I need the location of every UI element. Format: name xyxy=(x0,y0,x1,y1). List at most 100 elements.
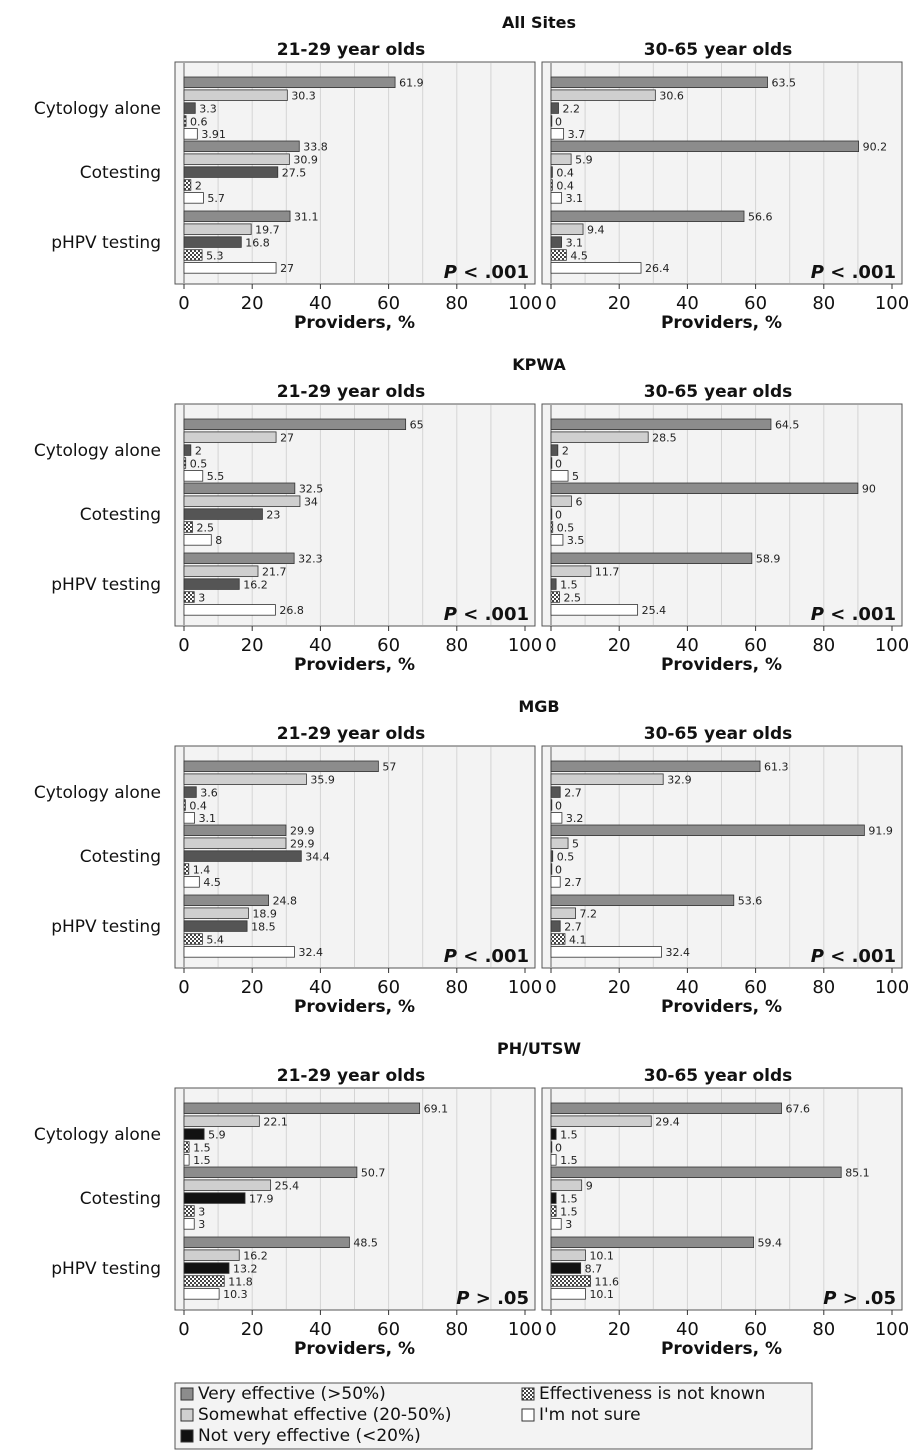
bar-value-label: 27 xyxy=(280,432,294,445)
bar-value-label: 0 xyxy=(555,863,562,876)
bar-somewhat xyxy=(550,565,592,577)
bar-very xyxy=(550,824,865,837)
bar-value-label: 90.2 xyxy=(863,141,888,154)
bar-value-label: 18.9 xyxy=(252,908,277,921)
bar-not xyxy=(183,444,192,456)
bar-value-label: 85.1 xyxy=(845,1167,870,1180)
x-tick-label: 40 xyxy=(309,977,332,998)
x-tick-label: 0 xyxy=(178,293,189,314)
bar-unknown xyxy=(183,115,187,127)
bar-value-label: 34.4 xyxy=(305,850,330,863)
bar-value-label: 7.2 xyxy=(580,908,598,921)
x-tick-label: 80 xyxy=(445,1319,468,1340)
panel-0: 21-29 year olds69.122.15.91.51.550.725.4… xyxy=(174,1066,542,1359)
panel-title: 30-65 year olds xyxy=(644,40,792,60)
legend-box xyxy=(174,1382,813,1450)
panel-title: 21-29 year olds xyxy=(277,40,425,60)
panel-0: 21-29 year olds652720.55.532.534232.5832… xyxy=(174,382,542,675)
bar-value-label: 53.6 xyxy=(738,895,763,908)
bar-not xyxy=(183,850,302,862)
bar-value-label: 8.7 xyxy=(585,1262,603,1275)
x-tick-label: 20 xyxy=(241,293,264,314)
bar-very xyxy=(550,1166,842,1179)
bar-value-label: 0.5 xyxy=(557,850,575,863)
x-tick-label: 100 xyxy=(508,1319,542,1340)
bar-value-label: 1.5 xyxy=(560,578,578,591)
bar-value-label: 22.1 xyxy=(263,1116,288,1129)
bar-value-label: 11.7 xyxy=(595,566,620,579)
bar-unsure xyxy=(183,876,200,888)
bar-unknown xyxy=(183,799,186,811)
row-label: pHPV testing xyxy=(51,917,161,937)
bar-value-label: 1.5 xyxy=(560,1128,578,1141)
bar-value-label: 3.5 xyxy=(567,534,585,547)
bar-very xyxy=(550,76,768,89)
bar-value-label: 50.7 xyxy=(361,1167,386,1180)
bar-not xyxy=(550,444,559,456)
bar-value-label: 1.4 xyxy=(193,863,211,876)
bar-value-label: 1.5 xyxy=(193,1154,211,1167)
x-tick-label: 80 xyxy=(445,293,468,314)
bar-value-label: 27.5 xyxy=(282,166,307,179)
bar-not xyxy=(550,578,557,590)
legend: Very effective (>50%)Somewhat effective … xyxy=(174,1382,813,1450)
bar-unsure xyxy=(183,128,198,140)
bar-value-label: 61.3 xyxy=(764,761,789,774)
bar-unsure xyxy=(550,534,564,546)
bar-value-label: 32.9 xyxy=(667,774,692,787)
bar-very xyxy=(183,210,291,223)
bar-unsure xyxy=(550,604,639,616)
x-tick-label: 80 xyxy=(812,293,835,314)
x-tick-label: 20 xyxy=(608,293,631,314)
bar-somewhat xyxy=(183,907,249,919)
bar-unknown xyxy=(183,249,203,261)
bar-not xyxy=(550,1128,557,1140)
bar-very xyxy=(183,140,300,153)
bar-value-label: 32.3 xyxy=(298,553,323,566)
bar-value-label: 2 xyxy=(195,179,202,192)
bar-value-label: 67.6 xyxy=(786,1103,811,1116)
bar-unknown xyxy=(183,1141,190,1153)
bar-value-label: 5.9 xyxy=(575,154,593,167)
x-axis-title: Providers, % xyxy=(294,655,415,675)
bar-unknown xyxy=(183,457,187,469)
bar-very xyxy=(183,824,287,837)
bar-value-label: 26.4 xyxy=(645,262,670,275)
bar-not xyxy=(550,166,553,178)
bar-somewhat xyxy=(183,223,252,235)
bar-unsure xyxy=(550,192,562,204)
bar-not xyxy=(183,1192,246,1204)
bar-value-label: 32.5 xyxy=(299,483,324,496)
bar-value-label: 10.1 xyxy=(589,1250,614,1263)
row-label: pHPV testing xyxy=(51,575,161,595)
bar-value-label: 0.5 xyxy=(190,457,208,470)
bar-somewhat xyxy=(550,223,584,235)
bar-not xyxy=(183,102,196,114)
p-symbol: P xyxy=(823,1288,836,1309)
bar-value-label: 11.6 xyxy=(595,1275,620,1288)
bar-value-label: 25.4 xyxy=(642,604,667,617)
p-value: P < .001 xyxy=(444,946,529,967)
bar-value-label: 32.4 xyxy=(665,946,690,959)
p-value-number: < .001 xyxy=(830,946,896,967)
legend-label: Very effective (>50%) xyxy=(198,1384,386,1404)
x-tick-label: 60 xyxy=(744,293,767,314)
row-label: Cytology alone xyxy=(34,441,161,461)
row-label: Cytology alone xyxy=(34,1125,161,1145)
bar-value-label: 30.9 xyxy=(293,154,318,167)
bar-value-label: 17.9 xyxy=(249,1192,274,1205)
bar-value-label: 3.3 xyxy=(199,102,217,115)
x-tick-label: 40 xyxy=(676,977,699,998)
p-symbol: P xyxy=(456,1288,469,1309)
bar-unsure xyxy=(550,1218,562,1230)
x-tick-label: 100 xyxy=(875,977,908,998)
bar-value-label: 48.5 xyxy=(353,1237,378,1250)
bar-value-label: 0.4 xyxy=(189,799,207,812)
bar-very xyxy=(183,894,269,907)
bar-somewhat xyxy=(550,837,569,849)
bar-unknown xyxy=(550,863,553,875)
bar-somewhat xyxy=(550,89,656,101)
bar-value-label: 3 xyxy=(198,591,205,604)
bar-not xyxy=(183,920,248,932)
bar-value-label: 3.1 xyxy=(199,812,217,825)
